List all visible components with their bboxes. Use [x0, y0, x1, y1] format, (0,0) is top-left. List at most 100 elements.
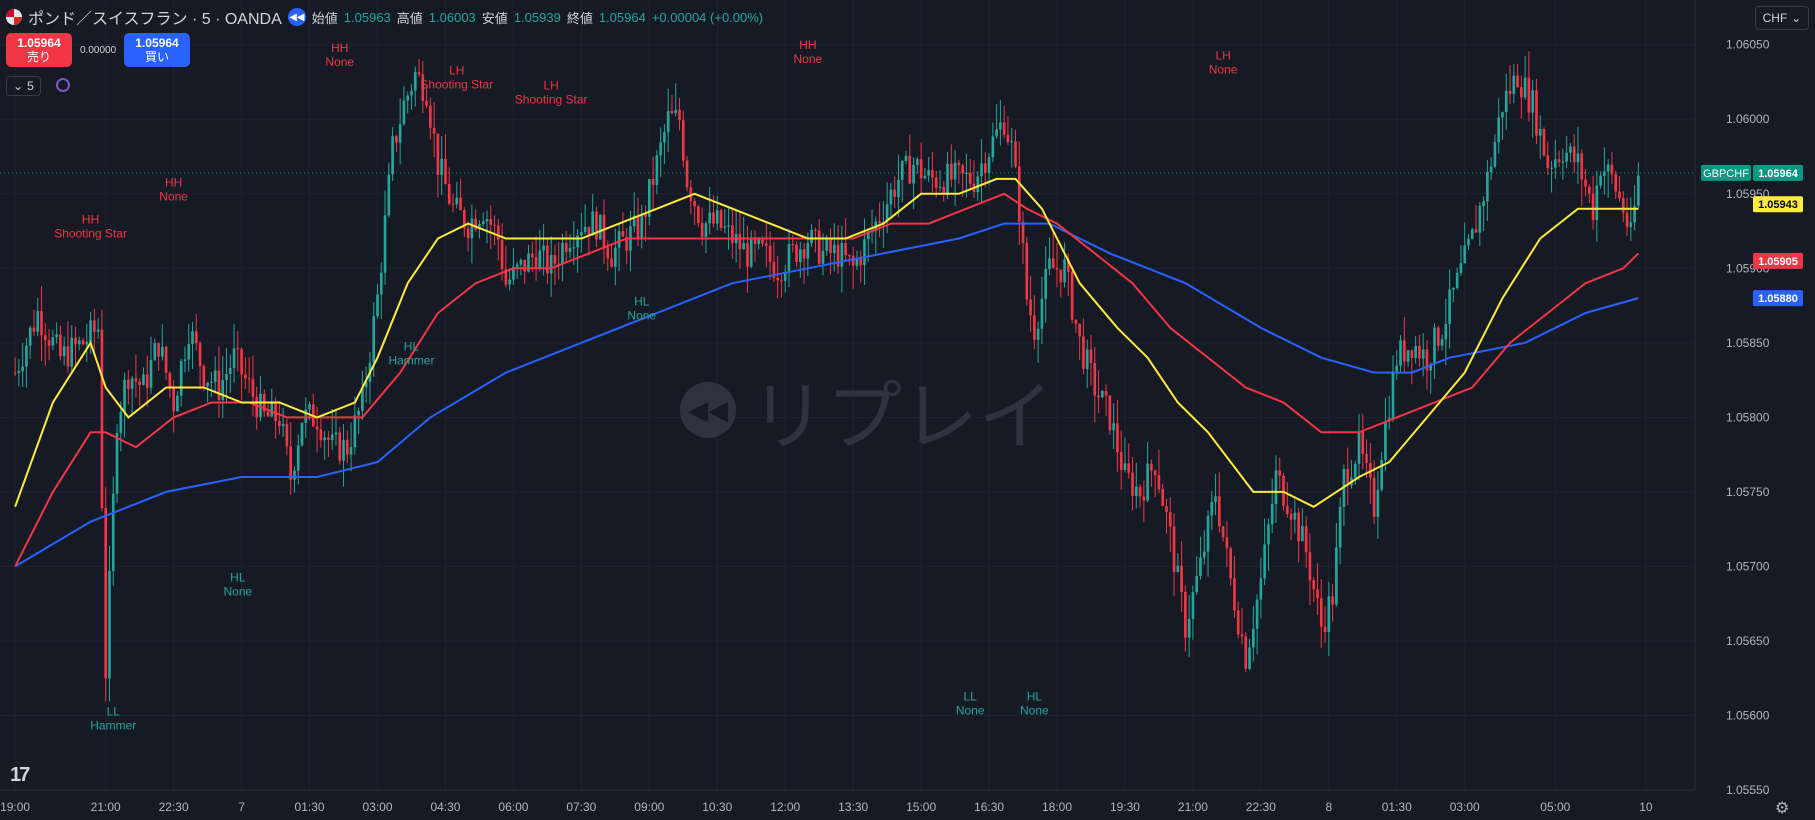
candle-body [210, 382, 213, 384]
candle-body [28, 327, 32, 346]
replay-icon[interactable]: ◀◀ [287, 8, 306, 26]
candle-body [904, 155, 908, 161]
candle-body [640, 213, 644, 238]
candle-body [89, 320, 92, 342]
candle-body [791, 243, 795, 245]
candle-body [738, 233, 742, 250]
interval-toggle[interactable]: ⌄ 5 [6, 76, 41, 96]
candle-body [1531, 90, 1534, 113]
candle-body [115, 432, 119, 494]
candle-body [157, 343, 160, 357]
candle-body [1150, 463, 1153, 471]
candle-body [659, 142, 662, 156]
candle-body [1161, 489, 1165, 507]
candle-body [266, 411, 270, 417]
candle-body [991, 136, 995, 158]
candle-body [663, 132, 666, 143]
indicator-loading-icon[interactable] [56, 78, 70, 92]
candle-body [564, 242, 568, 252]
price-tick-label: 1.05650 [1726, 634, 1770, 648]
candle-body [1255, 599, 1259, 629]
candle-body [1017, 166, 1021, 222]
candle-body [780, 280, 783, 282]
time-tick-label: 05:00 [1540, 800, 1570, 814]
gbp-chf-flag-icon [6, 9, 22, 25]
candle-body [391, 136, 394, 175]
candle-body [1195, 576, 1199, 592]
candle-body [825, 239, 829, 251]
candle-body [17, 371, 21, 373]
candle-body [481, 221, 485, 225]
candle-body [444, 158, 447, 185]
candle-body [1225, 537, 1229, 549]
symbol-title[interactable]: ポンド／スイスフラン · 5 · OANDA [28, 11, 282, 28]
time-tick-label: 18:00 [1042, 800, 1072, 814]
candle-body [194, 331, 198, 344]
candle-body [655, 155, 659, 185]
candle-body [1395, 365, 1399, 372]
change-value: +0.00004 (+0.00%) [651, 9, 764, 25]
candle-body [1199, 557, 1202, 577]
price-tick-label: 1.05850 [1726, 336, 1770, 350]
currency-selector[interactable]: CHF ⌄ [1755, 6, 1809, 30]
candle-body [919, 159, 923, 179]
candle-body [1100, 390, 1104, 398]
candle-body [1067, 259, 1070, 272]
candle-body [149, 359, 153, 388]
candle-body [742, 242, 746, 250]
price-tick-label: 1.06000 [1726, 112, 1770, 126]
candle-body [1282, 475, 1285, 506]
sell-button[interactable]: 1.05964 売り [6, 33, 72, 67]
chart-header: ポンド／スイスフラン · 5 · OANDA ◀◀ 始値 1.05963 高値 … [6, 6, 763, 28]
candle-body [723, 226, 727, 228]
swing-label-line: Hammer [388, 353, 434, 367]
candle-body [1523, 77, 1527, 98]
price-badge-value: 1.05905 [1758, 256, 1798, 268]
candle-body [855, 258, 859, 266]
candle-body [1418, 345, 1421, 359]
candle-body [700, 223, 704, 237]
candle-body [357, 410, 360, 416]
candle-body [40, 311, 43, 336]
open-label: 始値 [311, 10, 338, 26]
candle-body [478, 224, 481, 230]
candle-body [916, 159, 919, 165]
candle-body [530, 253, 534, 258]
candle-body [187, 344, 191, 360]
candle-body [1535, 90, 1538, 136]
replay-watermark: ◀◀ リプレイ [680, 355, 1054, 465]
candle-body [432, 127, 436, 134]
candle-body [651, 179, 655, 185]
time-tick-label: 13:30 [838, 800, 868, 814]
price-badge-value: 1.05880 [1758, 293, 1798, 305]
candle-body [183, 359, 187, 362]
candle-body [885, 204, 889, 222]
candle-body [863, 239, 866, 266]
buy-button[interactable]: 1.05964 買い [124, 33, 190, 67]
candle-body [1123, 463, 1127, 470]
candle-body [496, 225, 500, 240]
time-axis: 19:00 21:00 22:30 7 01:30 03:00 04:30 06:00 07:3… [0, 800, 1653, 814]
candle-body [715, 210, 719, 224]
gear-icon[interactable]: ⚙ [1775, 800, 1790, 817]
candle-body [757, 239, 761, 245]
swing-label: LH None [1209, 49, 1238, 77]
candle-body [1006, 134, 1010, 143]
candle-body [293, 470, 296, 480]
open-value: 1.05963 [343, 9, 391, 25]
swing-label-line: None [794, 52, 823, 66]
high-label: 高値 [396, 10, 423, 26]
candle-body [1470, 229, 1474, 239]
candle-body [278, 420, 281, 427]
candle-body [1021, 221, 1025, 243]
candle-body [1361, 431, 1365, 454]
candle-body [538, 250, 542, 270]
candle-body [689, 187, 693, 201]
candle-body [296, 445, 300, 471]
candle-body [123, 379, 126, 412]
candle-body [1210, 501, 1214, 516]
candle-body [1357, 431, 1361, 464]
candle-body [1278, 470, 1282, 476]
candle-body [1561, 161, 1565, 163]
